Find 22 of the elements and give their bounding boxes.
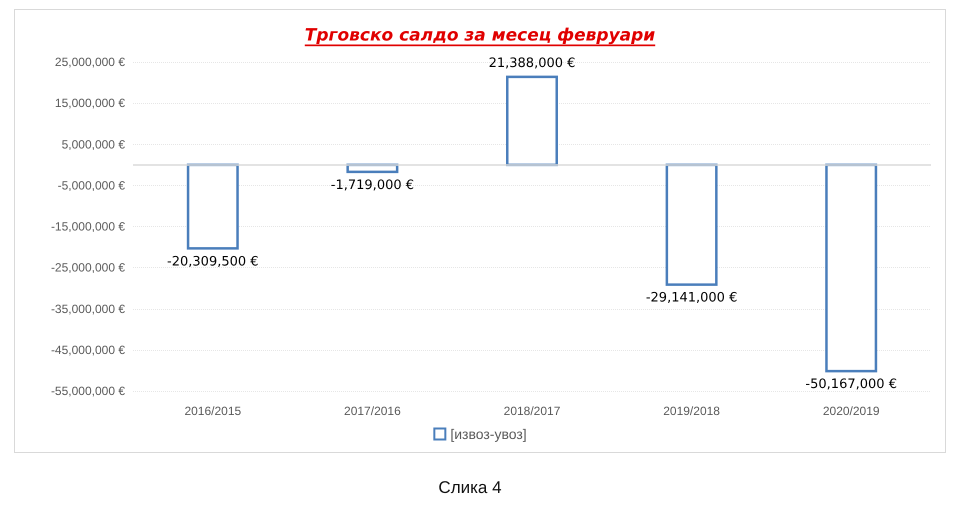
y-tick-label: -15,000,000 € [50, 220, 126, 234]
data-label: -29,141,000 € [646, 290, 738, 306]
y-tick-label: 5,000,000 € [62, 137, 126, 152]
x-tick-label: 2016/2015 [184, 404, 242, 418]
data-label: 21,388,000 € [488, 56, 576, 71]
y-tick-label: -25,000,000 € [50, 260, 126, 275]
x-tick-label: 2018/2017 [504, 404, 561, 418]
y-tick-label: 25,000,000 € [54, 55, 126, 69]
x-tick-label: 2019/2018 [663, 404, 720, 418]
x-tick-label: 2017/2016 [344, 404, 402, 418]
y-tick-label: 15,000,000 € [54, 96, 126, 110]
text: Слика 4 [437, 478, 503, 498]
y-tick-label: -5,000,000 € [58, 178, 126, 192]
y-tick-label: -35,000,000 € [50, 302, 126, 316]
chart-title: Трговско салдо за месец февруари [304, 26, 656, 46]
data-label: -20,309,500 € [167, 254, 259, 270]
data-label: -1,719,000 € [330, 178, 414, 193]
x-tick-label: 2020/2019 [822, 404, 880, 418]
y-tick-label: -55,000,000 € [50, 384, 126, 398]
legend-label: [извоз-увоз] [450, 426, 527, 442]
data-label: -50,167,000 € [805, 377, 897, 392]
y-tick-label: -45,000,000 € [50, 342, 126, 357]
